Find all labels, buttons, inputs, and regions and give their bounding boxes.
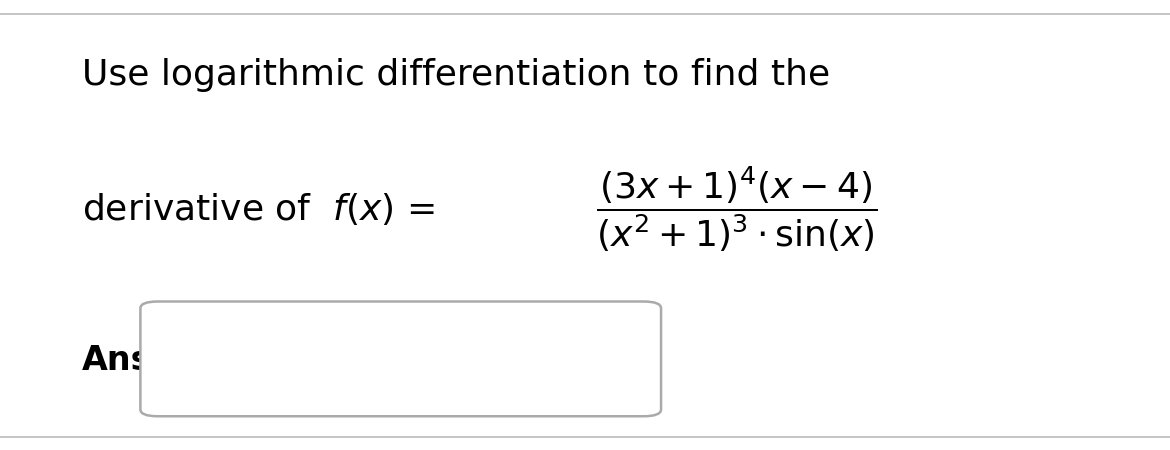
- Text: Ans=: Ans=: [82, 343, 179, 377]
- Text: $\dfrac{(3x + 1)^4(x - 4)}{(x^2 + 1)^3 \cdot \sin(x)}$: $\dfrac{(3x + 1)^4(x - 4)}{(x^2 + 1)^3 \…: [597, 164, 878, 254]
- Text: derivative of  $f(x)$ =: derivative of $f(x)$ =: [82, 191, 435, 227]
- FancyBboxPatch shape: [140, 302, 661, 416]
- Text: Use logarithmic differentiation to find the: Use logarithmic differentiation to find …: [82, 58, 830, 93]
